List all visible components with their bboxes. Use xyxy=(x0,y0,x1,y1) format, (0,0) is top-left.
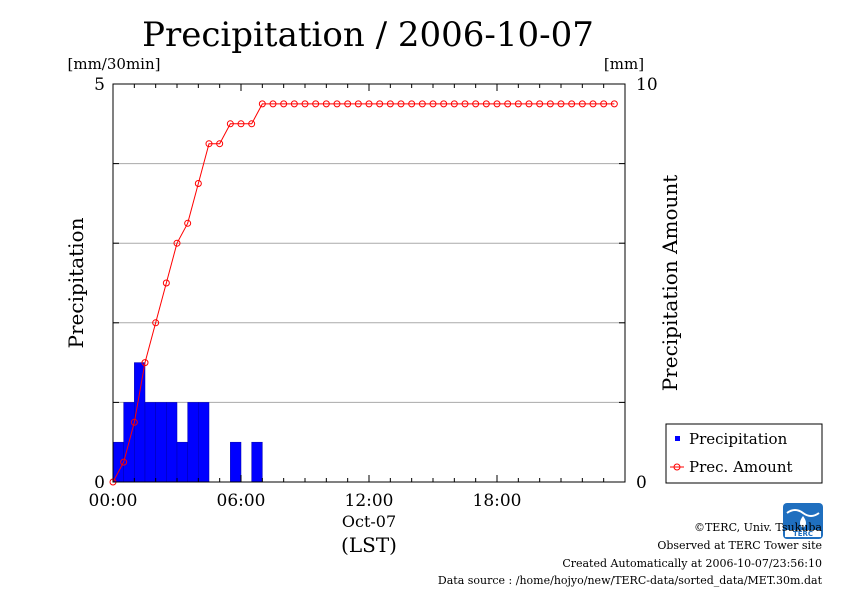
precipitation-bar xyxy=(134,362,146,483)
precipitation-amount-point xyxy=(386,100,394,108)
precipitation-amount-point xyxy=(237,120,245,128)
precipitation-amount-point xyxy=(504,100,512,108)
precipitation-bar xyxy=(187,402,199,483)
legend-amount-marker xyxy=(673,463,681,471)
precipitation-bar xyxy=(198,402,210,483)
precipitation-amount-point xyxy=(365,100,373,108)
precipitation-bar xyxy=(155,402,167,483)
precipitation-amount-series xyxy=(109,100,618,486)
footer-observed: Observed at TERC Tower site xyxy=(657,539,822,552)
right-axis-unit: [mm] xyxy=(604,55,644,73)
precipitation-amount-point xyxy=(344,100,352,108)
legend-precipitation-label: Precipitation xyxy=(689,430,788,448)
precipitation-amount-point xyxy=(226,120,234,128)
precipitation-amount-point xyxy=(440,100,448,108)
footer-source: Data source : /home/hojyo/new/TERC-data/… xyxy=(437,574,822,587)
precipitation-amount-point xyxy=(578,100,586,108)
precipitation-bar xyxy=(166,402,178,483)
precipitation-amount-point xyxy=(269,100,277,108)
footer-created: Created Automatically at 2006-10-07/23:5… xyxy=(562,557,822,570)
precipitation-amount-point xyxy=(312,100,320,108)
precipitation-amount-point xyxy=(290,100,298,108)
precipitation-amount-point xyxy=(461,100,469,108)
y2-tick-label: 10 xyxy=(636,75,658,95)
terc-logo-text: TERC xyxy=(793,530,813,538)
precipitation-amount-point xyxy=(301,100,309,108)
chart-title: Precipitation / 2006-10-07 xyxy=(142,15,594,55)
precipitation-amount-point xyxy=(472,100,480,108)
precipitation-amount-point xyxy=(429,100,437,108)
axis-ticks: 00:00 06:00 12:00 18:00 0 5 0 10 xyxy=(89,75,658,511)
precipitation-bar xyxy=(144,402,156,483)
precipitation-amount-point xyxy=(514,100,522,108)
footer-copyright: ©TERC, Univ. Tsukuba xyxy=(693,521,822,534)
legend-box xyxy=(665,423,823,484)
y2-tick-label: 0 xyxy=(636,473,647,493)
left-axis-title: Precipitation xyxy=(64,217,88,348)
precipitation-amount-point xyxy=(418,100,426,108)
precipitation-amount-point xyxy=(333,100,341,108)
precipitation-amount-point xyxy=(376,100,384,108)
precipitation-amount-point xyxy=(216,140,224,148)
date-label: Oct-07 xyxy=(342,512,396,531)
gridlines xyxy=(113,163,625,403)
precipitation-amount-point xyxy=(130,418,138,426)
precipitation-amount-point xyxy=(141,359,149,367)
precipitation-amount-point xyxy=(525,100,533,108)
precipitation-bar xyxy=(230,441,242,483)
y-tick-label: 5 xyxy=(94,75,105,95)
legend-amount-label: Prec. Amount xyxy=(689,458,793,476)
precipitation-amount-point xyxy=(258,100,266,108)
precipitation-bar xyxy=(112,441,124,483)
legend: Precipitation Prec. Amount xyxy=(665,423,823,484)
precipitation-amount-point xyxy=(493,100,501,108)
precipitation-amount-point xyxy=(248,120,256,128)
precipitation-amount-point xyxy=(397,100,405,108)
precipitation-amount-point xyxy=(546,100,554,108)
precipitation-bar xyxy=(176,441,188,483)
precipitation-amount-point xyxy=(354,100,362,108)
precipitation-amount-point xyxy=(194,180,202,187)
terc-logo: TERC xyxy=(783,503,823,539)
precipitation-amount-point xyxy=(568,100,576,108)
precipitation-amount-point xyxy=(152,319,160,327)
precipitation-amount-point xyxy=(536,100,544,108)
x-tick-label: 00:00 xyxy=(89,491,138,511)
precipitation-amount-point xyxy=(450,100,458,108)
precipitation-amount-point xyxy=(610,100,618,108)
timezone-label: (LST) xyxy=(341,533,397,557)
x-tick-label: 18:00 xyxy=(473,491,522,511)
precipitation-amount-point xyxy=(184,219,192,227)
precipitation-amount-line xyxy=(112,103,615,483)
precipitation-amount-point xyxy=(557,100,565,108)
precipitation-amount-point xyxy=(408,100,416,108)
precipitation-amount-point xyxy=(589,100,597,108)
precipitation-bars xyxy=(112,362,263,483)
precipitation-amount-point xyxy=(205,140,213,148)
precipitation-bar xyxy=(251,441,263,483)
left-axis-unit: [mm/30min] xyxy=(68,55,161,73)
legend-precipitation-swatch xyxy=(675,436,680,441)
y-tick-label: 0 xyxy=(94,473,105,493)
precipitation-amount-point xyxy=(280,100,288,108)
precipitation-amount-point xyxy=(600,100,608,108)
x-tick-label: 12:00 xyxy=(345,491,394,511)
precipitation-amount-point xyxy=(173,239,181,247)
precipitation-amount-point xyxy=(322,100,330,108)
precipitation-amount-point xyxy=(120,458,128,466)
x-tick-label: 06:00 xyxy=(217,491,266,511)
precipitation-amount-point xyxy=(482,100,490,108)
right-axis-title: Precipitation Amount xyxy=(658,175,682,392)
precipitation-amount-point xyxy=(162,279,170,287)
